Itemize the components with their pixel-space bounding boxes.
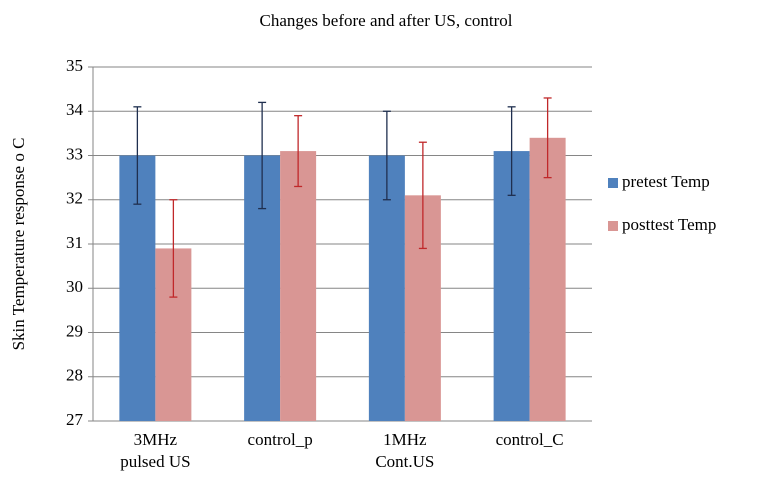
error-bar [382, 110, 391, 201]
bar [529, 137, 566, 422]
legend-swatch [608, 221, 618, 231]
legend-label: pretest Temp [622, 172, 710, 191]
error-bar [418, 141, 427, 250]
y-tick-label: 32 [66, 189, 83, 208]
y-tick-label: 30 [66, 277, 83, 296]
y-axis-label: Skin Temperature response o C [9, 138, 28, 351]
error-bar [543, 97, 552, 179]
x-tick-label: control_C [496, 430, 564, 449]
error-bar [133, 106, 142, 205]
x-tick-label: 3MHz pulsed US [120, 430, 190, 471]
bar [493, 151, 530, 421]
x-tick-label-line: 1MHz [383, 430, 427, 449]
legend-swatch [608, 178, 618, 188]
y-tick-label: 27 [66, 410, 84, 429]
bar [280, 151, 317, 421]
error-bar [507, 106, 516, 196]
x-tick-label-line: pulsed US [120, 452, 190, 471]
x-tick-label-line: 3MHz [134, 430, 178, 449]
y-tick-label: 33 [66, 144, 83, 163]
x-tick-label: control_p [248, 430, 313, 449]
error-bar [258, 101, 267, 210]
x-tick-label-line: Cont.US [375, 452, 434, 471]
error-bar [169, 199, 178, 298]
y-tick-label: 31 [66, 233, 83, 252]
y-tick-label: 34 [66, 100, 84, 119]
y-tick-label: 28 [66, 366, 83, 385]
x-tick-label: 1MHz Cont.US [375, 430, 434, 471]
chart-title: Changes before and after US, control [259, 11, 512, 30]
error-bar [294, 115, 303, 188]
legend-label: posttest Temp [622, 215, 716, 234]
y-tick-label: 29 [66, 321, 83, 340]
y-tick-label: 35 [66, 56, 83, 75]
